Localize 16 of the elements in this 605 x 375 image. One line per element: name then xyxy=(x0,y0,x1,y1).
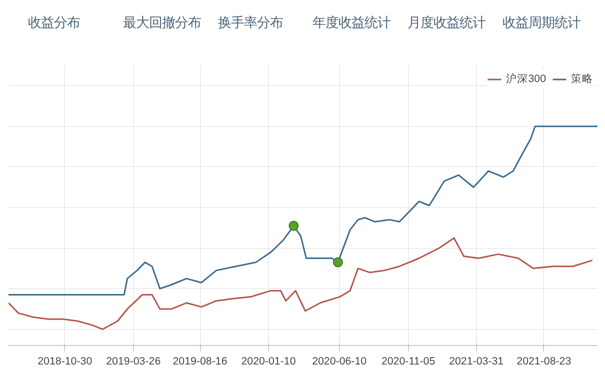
x-tick-label: 2020-01-10 xyxy=(241,356,296,368)
x-tick-label: 2018-10-30 xyxy=(38,356,92,368)
text: 收益分布 xyxy=(28,16,80,31)
legend-label: 沪深300 xyxy=(506,72,546,86)
x-tick-label: 2019-03-26 xyxy=(106,356,161,368)
legend-label: 策略 xyxy=(571,72,593,86)
x-tick-label: 2020-11-05 xyxy=(381,356,436,368)
text: 最大回撤分布 xyxy=(122,16,201,31)
text: 收益周期统计 xyxy=(502,16,581,31)
text: 换手率分布 xyxy=(218,15,283,31)
text: 年度收益统计 xyxy=(312,15,391,31)
x-tick-label: 2020-06-10 xyxy=(312,356,367,368)
x-tick-label: 2019-08-16 xyxy=(172,356,228,368)
x-tick-label: 2021-03-31 xyxy=(449,356,504,368)
x-tick-label: 2021-08-23 xyxy=(516,356,572,368)
text: 月度收益统计 xyxy=(408,15,486,31)
